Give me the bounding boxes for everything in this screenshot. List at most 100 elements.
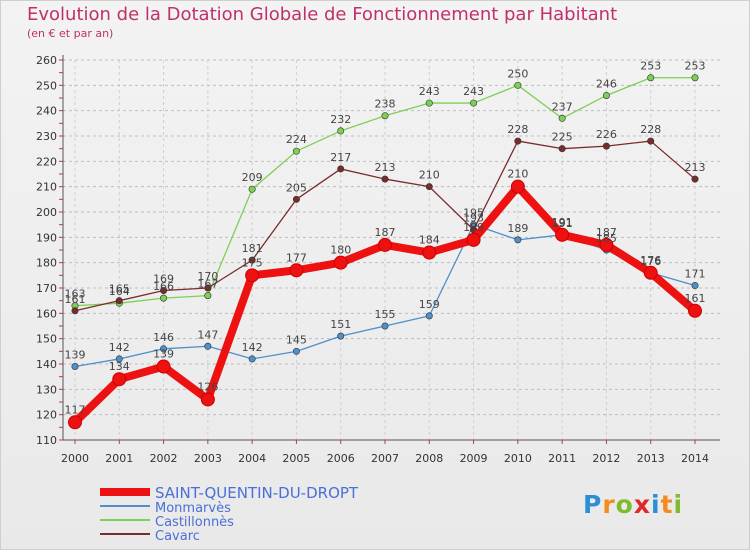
data-point — [156, 359, 171, 374]
data-label: 142 — [242, 341, 263, 354]
legend-label: Cavarc — [155, 529, 200, 544]
data-point — [466, 232, 481, 247]
data-point — [381, 112, 389, 120]
data-label: 139 — [65, 349, 86, 362]
data-point — [558, 114, 566, 122]
data-point — [333, 255, 348, 270]
legend-label: SAINT-QUENTIN-DU-DROPT — [155, 484, 359, 502]
data-point — [647, 74, 655, 82]
proxiti-logo: Proxiti — [583, 490, 683, 519]
data-label: 224 — [286, 133, 307, 146]
data-label: 226 — [596, 128, 617, 141]
x-tick-label: 2010 — [504, 452, 532, 465]
y-tick-label: 110 — [36, 434, 57, 447]
legend: SAINT-QUENTIN-DU-DROPTMonmarvèsCastillon… — [100, 484, 359, 544]
logo-letter: P — [583, 490, 603, 519]
data-label: 228 — [640, 123, 661, 136]
x-tick-label: 2006 — [327, 452, 355, 465]
logo-letter: t — [660, 490, 674, 519]
data-label: 210 — [419, 169, 440, 182]
data-label: 142 — [109, 341, 130, 354]
x-tick-label: 2008 — [415, 452, 443, 465]
data-label: 253 — [640, 60, 661, 73]
y-tick-label: 250 — [36, 79, 57, 92]
data-label: 176 — [640, 254, 661, 267]
data-label: 191 — [552, 216, 573, 229]
y-tick-label: 200 — [36, 206, 57, 219]
x-tick-label: 2012 — [592, 452, 620, 465]
data-label: 181 — [242, 242, 263, 255]
data-point — [691, 175, 699, 183]
x-tick-label: 2003 — [194, 452, 222, 465]
data-point — [204, 342, 212, 350]
data-point — [292, 347, 300, 355]
data-label: 169 — [153, 273, 174, 286]
data-label: 185 — [596, 232, 617, 245]
y-tick-label: 210 — [36, 181, 57, 194]
data-label: 237 — [552, 100, 573, 113]
data-point — [337, 165, 345, 173]
x-tick-label: 2007 — [371, 452, 399, 465]
data-label: 155 — [375, 308, 396, 321]
logo-letter: r — [602, 490, 616, 519]
data-point — [555, 227, 570, 242]
x-tick-label: 2002 — [150, 452, 178, 465]
legend-label: Castillonnès — [155, 515, 234, 530]
data-label: 187 — [596, 226, 617, 239]
y-tick-label: 140 — [36, 358, 57, 371]
data-label: 184 — [419, 234, 440, 247]
data-label: 213 — [685, 161, 706, 174]
data-point — [115, 297, 123, 305]
x-tick-label: 2011 — [548, 452, 576, 465]
data-label: 193 — [463, 212, 484, 225]
data-label: 180 — [330, 244, 351, 257]
data-point — [599, 237, 614, 252]
logo-letter: i — [673, 490, 684, 519]
data-point — [425, 312, 433, 320]
data-label: 176 — [640, 255, 661, 268]
y-tick-label: 160 — [36, 307, 57, 320]
data-label: 147 — [197, 328, 218, 341]
data-point — [292, 195, 300, 203]
x-tick-label: 2014 — [681, 452, 709, 465]
x-tick-label: 2001 — [105, 452, 133, 465]
x-tick-label: 2013 — [637, 452, 665, 465]
y-tick-label: 220 — [36, 155, 57, 168]
y-tick-label: 120 — [36, 409, 57, 422]
data-label: 195 — [463, 207, 484, 220]
data-label: 161 — [685, 292, 706, 305]
data-point — [470, 99, 478, 107]
logo-letter: i — [651, 490, 661, 519]
data-label: 139 — [153, 348, 174, 361]
data-label: 170 — [197, 270, 218, 283]
data-point — [425, 183, 433, 191]
data-point — [112, 372, 127, 387]
x-tick-label: 2004 — [238, 452, 266, 465]
data-label: 187 — [375, 226, 396, 239]
grid-lines — [63, 59, 720, 440]
data-label: 167 — [197, 278, 218, 291]
x-tick-label: 2005 — [282, 452, 310, 465]
y-tick-label: 150 — [36, 333, 57, 346]
data-label: 238 — [375, 98, 396, 111]
data-point — [337, 127, 345, 135]
data-point — [248, 355, 256, 363]
y-tick-label: 230 — [36, 130, 57, 143]
data-label: 228 — [507, 123, 528, 136]
logo-letter: o — [615, 490, 634, 519]
axes: 110 120 130 140 150 160 170 180 190 200 210 220 230 2… — [36, 54, 720, 465]
data-label: 159 — [419, 298, 440, 311]
data-point — [71, 363, 79, 371]
data-point — [292, 147, 300, 155]
data-point — [425, 99, 433, 107]
data-label: 213 — [375, 161, 396, 174]
data-point — [514, 137, 522, 145]
data-point — [381, 175, 389, 183]
data-label: 175 — [242, 256, 263, 269]
data-label: 225 — [552, 131, 573, 144]
data-label: 191 — [552, 217, 573, 230]
data-label: 246 — [596, 77, 617, 90]
data-point — [337, 332, 345, 340]
